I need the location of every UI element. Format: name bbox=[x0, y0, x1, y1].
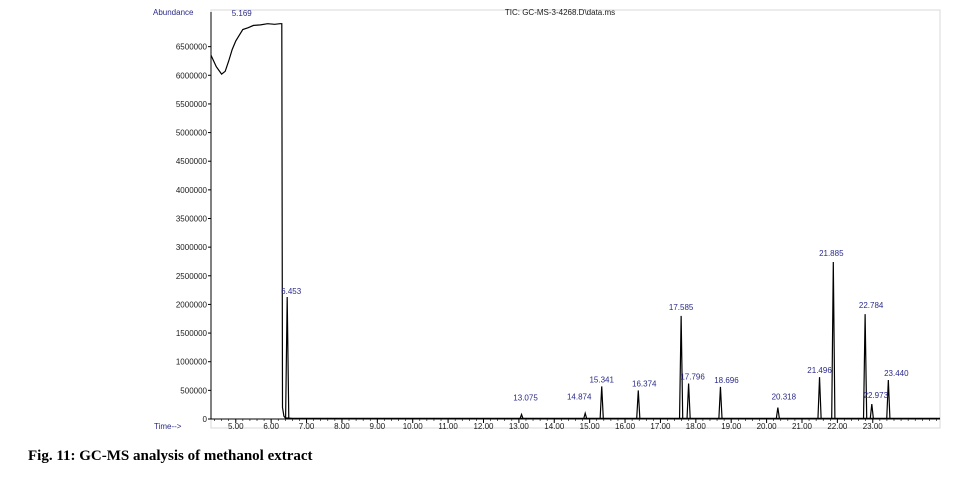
peak-label: 22.784 bbox=[859, 301, 884, 310]
peak-label: 20.318 bbox=[772, 393, 797, 402]
peak-marks bbox=[284, 262, 891, 420]
x-tick-label: 9.00 bbox=[370, 422, 386, 431]
y-tick-label: 2000000 bbox=[176, 300, 208, 309]
peak-mark bbox=[831, 262, 836, 420]
x-axis-name: Time--> bbox=[154, 422, 182, 431]
peak-mark bbox=[869, 404, 875, 420]
peak-mark bbox=[583, 411, 588, 420]
x-tick-label: 21.00 bbox=[792, 422, 813, 431]
peak-label: 14.874 bbox=[567, 392, 592, 401]
x-tick-label: 18.00 bbox=[686, 422, 707, 431]
y-tick-label: 5000000 bbox=[176, 129, 208, 138]
x-tick-label: 7.00 bbox=[299, 422, 315, 431]
peak-mark bbox=[775, 407, 781, 420]
x-tick-label: 13.00 bbox=[509, 422, 530, 431]
peak-label: 6.453 bbox=[281, 287, 302, 296]
x-tick-label: 23.00 bbox=[863, 422, 884, 431]
peak-label: 22.973 bbox=[864, 391, 889, 400]
figure-caption: Fig. 11: GC-MS analysis of methanol extr… bbox=[28, 448, 313, 464]
peak-label: 18.696 bbox=[714, 376, 739, 385]
peak-label: 23.440 bbox=[884, 369, 909, 378]
tic-trace bbox=[210, 23, 940, 419]
x-tick-label: 19.00 bbox=[721, 422, 742, 431]
peak-label: 5.169 bbox=[232, 9, 253, 18]
peak-label: 17.796 bbox=[680, 372, 705, 381]
y-axis-name: Abundance bbox=[153, 8, 194, 17]
y-tick-label: 500000 bbox=[180, 386, 207, 395]
peak-mark bbox=[636, 390, 641, 420]
y-tick-label: 4500000 bbox=[176, 157, 208, 166]
peak-mark bbox=[718, 386, 723, 420]
peak-label: 16.374 bbox=[632, 379, 657, 388]
y-tick-label: 4000000 bbox=[176, 186, 208, 195]
y-tick-label: 0 bbox=[203, 415, 208, 424]
peak-mark bbox=[678, 315, 684, 420]
y-tick-label: 6500000 bbox=[176, 43, 208, 52]
y-tick-label: 3000000 bbox=[176, 243, 208, 252]
peak-labels: 5.169 6.453 13.075 14.874 15.341 16.374 17.585… bbox=[232, 9, 909, 402]
peak-label: 21.885 bbox=[819, 249, 844, 258]
x-tick-label: 5.00 bbox=[228, 422, 244, 431]
peak-mark bbox=[862, 314, 868, 420]
peak-mark bbox=[284, 296, 290, 420]
axes: 0 500000 1000000 1500000 2000000 2500000 30000… bbox=[176, 12, 940, 431]
x-tick-label: 17.00 bbox=[650, 422, 671, 431]
y-tick-label: 3500000 bbox=[176, 215, 208, 224]
x-tick-label: 12.00 bbox=[473, 422, 494, 431]
x-tick-label: 16.00 bbox=[615, 422, 636, 431]
x-tick-label: 11.00 bbox=[438, 422, 458, 431]
x-tick-label: 8.00 bbox=[334, 422, 350, 431]
peak-mark bbox=[886, 380, 891, 420]
x-tick-label: 22.00 bbox=[827, 422, 848, 431]
peak-mark bbox=[817, 377, 822, 420]
y-tick-label: 5500000 bbox=[176, 100, 208, 109]
peak-label: 21.496 bbox=[807, 366, 832, 375]
baseline-trace bbox=[210, 23, 940, 419]
y-tick-label: 1000000 bbox=[176, 358, 208, 367]
chart-title: TIC: GC-MS-3-4268.D\data.ms bbox=[505, 8, 615, 17]
x-tick-label: 10.00 bbox=[403, 422, 424, 431]
y-tick-label: 2500000 bbox=[176, 272, 208, 281]
y-tick-label: 6000000 bbox=[176, 71, 208, 80]
peak-label: 17.585 bbox=[669, 303, 694, 312]
y-tick-label: 1500000 bbox=[176, 329, 208, 338]
peak-mark bbox=[599, 386, 604, 420]
peak-label: 13.075 bbox=[513, 393, 538, 402]
x-tick-label: 6.00 bbox=[263, 422, 279, 431]
peak-label: 15.341 bbox=[589, 375, 614, 384]
x-tick-label: 15.00 bbox=[580, 422, 601, 431]
peak-mark bbox=[686, 383, 691, 420]
chromatogram-chart: Abundance TIC: GC-MS-3-4268.D\data.ms Ti… bbox=[153, 8, 941, 431]
x-tick-label: 14.00 bbox=[544, 422, 565, 431]
peak-mark bbox=[519, 412, 524, 420]
x-tick-label: 20.00 bbox=[757, 422, 778, 431]
